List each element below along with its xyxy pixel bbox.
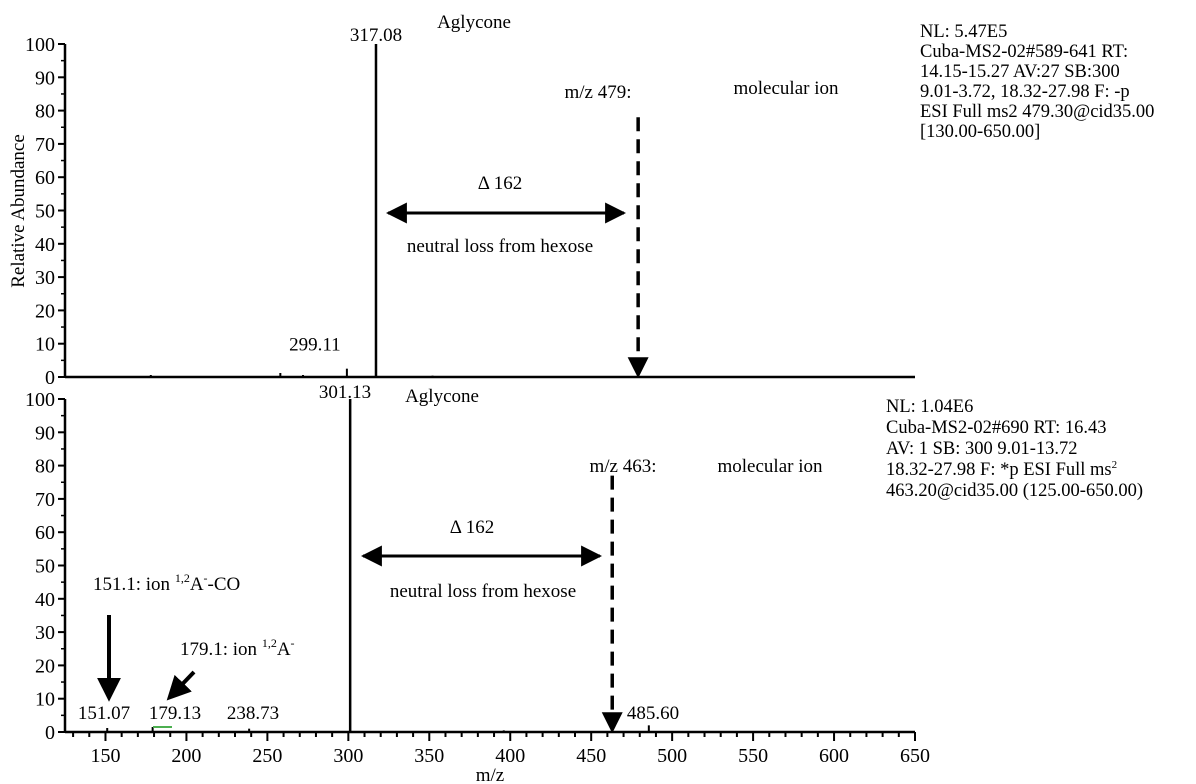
y-tick-label: 40 <box>35 589 55 611</box>
peak-label-317: 317.08 <box>350 25 402 46</box>
y-tick-label: 0 <box>45 722 55 744</box>
neutral-loss-label: neutral loss from hexose <box>407 236 593 257</box>
peak-label-301: 301.13 <box>319 382 371 403</box>
instrument-info-line: 14.15-15.27 AV:27 SB:300 <box>920 62 1120 82</box>
x-tick-label: 150 <box>90 745 120 767</box>
y-tick-label: 80 <box>35 456 55 478</box>
y-tick-label: 30 <box>35 622 55 644</box>
x-tick-label: 400 <box>495 745 525 767</box>
x-tick-label: 300 <box>333 745 363 767</box>
y-tick-label: 10 <box>35 334 55 356</box>
x-tick-label: 600 <box>819 745 849 767</box>
x-tick-label: 650 <box>900 745 930 767</box>
y-tick-label: 90 <box>35 422 55 444</box>
y-axis-title: Relative Abundance <box>8 134 29 288</box>
fragment-annotation-179: 179.1: ion 1,2A- <box>180 636 295 660</box>
y-tick-label: 100 <box>25 34 55 56</box>
instrument-info-line: [130.00-650.00] <box>920 122 1040 142</box>
y-tick-label: 50 <box>35 201 55 223</box>
fragment-annotation-151: 151.1: ion 1,2A--CO <box>93 571 240 595</box>
instrument-info-line: 9.01-3.72, 18.32-27.98 F: -p <box>920 82 1130 102</box>
molecular-ion-label: molecular ion <box>718 456 823 477</box>
y-tick-label: 100 <box>25 389 55 411</box>
fragment-arrow-179 <box>166 670 196 701</box>
y-tick-label: 10 <box>35 689 55 711</box>
molecular-ion-mz-label: m/z 463: <box>589 456 656 477</box>
x-tick-label: 550 <box>738 745 768 767</box>
x-tick-label: 500 <box>657 745 687 767</box>
x-tick-label: 250 <box>252 745 282 767</box>
y-tick-label: 70 <box>35 134 55 156</box>
y-tick-label: 20 <box>35 655 55 677</box>
x-tick-label: 200 <box>171 745 201 767</box>
instrument-info-line: 463.20@cid35.00 (125.00-650.00) <box>886 481 1143 501</box>
instrument-info-line: AV: 1 SB: 300 9.01-13.72 <box>886 439 1078 459</box>
y-tick-label: 90 <box>35 67 55 89</box>
y-tick-label: 50 <box>35 556 55 578</box>
delta-label: Δ 162 <box>450 517 494 538</box>
molecular-ion-label: molecular ion <box>734 78 839 99</box>
peak-label-238: 238.73 <box>227 703 279 724</box>
molecular-ion-mz-label: m/z 479: <box>564 82 631 103</box>
y-tick-label: 70 <box>35 489 55 511</box>
y-tick-label: 80 <box>35 101 55 123</box>
bottom-spectrum-panel: 0 10 20 30 40 50 60 70 80 90 100 150 200 250 300 350 400… <box>25 382 1143 784</box>
neutral-loss-label: neutral loss from hexose <box>390 581 576 602</box>
y-tick-label: 30 <box>35 267 55 289</box>
aglycone-label: Aglycone <box>437 12 511 33</box>
peak-label-179: 179.13 <box>149 703 201 724</box>
instrument-info-line: NL: 5.47E5 <box>920 22 1007 42</box>
instrument-info-line: ESI Full ms2 479.30@cid35.00 <box>920 102 1154 122</box>
aglycone-label: Aglycone <box>405 386 479 407</box>
y-tick-label: 60 <box>35 522 55 544</box>
x-axis-title: m/z <box>476 765 505 784</box>
peak-label-299: 299.11 <box>289 334 341 355</box>
x-tick-label: 350 <box>414 745 444 767</box>
y-tick-label: 0 <box>45 367 55 389</box>
instrument-info-line: Cuba-MS2-02#690 RT: 16.43 <box>886 418 1106 438</box>
instrument-info-line: Cuba-MS2-02#589-641 RT: <box>920 42 1128 62</box>
peak-label-151: 151.07 <box>78 703 130 724</box>
y-tick-label: 40 <box>35 234 55 256</box>
x-tick-label: 450 <box>576 745 606 767</box>
delta-label: Δ 162 <box>478 173 522 194</box>
y-tick-label: 20 <box>35 300 55 322</box>
top-spectrum-panel: 0 10 20 30 40 50 60 70 80 90 100 317.08 299.11 Aglyco… <box>8 12 1154 389</box>
instrument-info-line: NL: 1.04E6 <box>886 397 973 417</box>
instrument-info-line: 18.32-27.98 F: *p ESI Full ms2 <box>886 459 1117 480</box>
y-tick-label: 60 <box>35 167 55 189</box>
peak-label-485: 485.60 <box>627 703 679 724</box>
